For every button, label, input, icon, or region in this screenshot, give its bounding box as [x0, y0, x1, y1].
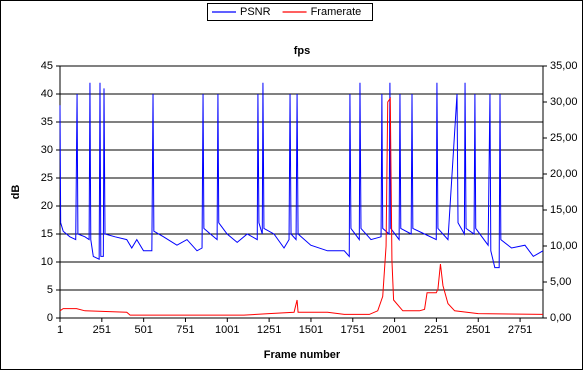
x-axis-label: Frame number — [264, 349, 341, 361]
y-tick-label: 15 — [41, 228, 53, 240]
y-axis-label: dB — [10, 185, 22, 200]
y-tick-label: 5 — [47, 284, 53, 296]
plot-area — [59, 65, 544, 319]
y-tick-label: 20 — [41, 200, 53, 212]
y2-tick-label: 5,00 — [550, 276, 571, 288]
y-tick-label: 30 — [41, 144, 53, 156]
y2-tick-label: 30,00 — [550, 96, 578, 108]
y-tick-label: 0 — [47, 312, 53, 324]
legend-label: Framerate — [311, 6, 362, 18]
y2-tick-label: 25,00 — [550, 132, 578, 144]
y-tick-label: 35 — [41, 116, 53, 128]
x-tick-label: 2001 — [382, 324, 406, 336]
x-tick-label: 251 — [93, 324, 111, 336]
x-tick-label: 1251 — [257, 324, 281, 336]
y-tick-label: 40 — [41, 88, 53, 100]
x-tick-label: 1501 — [299, 324, 323, 336]
y-tick-label: 10 — [41, 256, 53, 268]
y-tick-label: 25 — [41, 172, 53, 184]
x-tick-label: 501 — [134, 324, 152, 336]
x-tick-label: 2501 — [466, 324, 490, 336]
y-tick-label: 45 — [41, 60, 53, 72]
y2-tick-label: 15,00 — [550, 204, 578, 216]
y2-tick-label: 20,00 — [550, 168, 578, 180]
x-tick-label: 2751 — [508, 324, 532, 336]
x-tick-label: 2251 — [424, 324, 448, 336]
x-tick-label: 751 — [176, 324, 194, 336]
legend-label: PSNR — [240, 6, 271, 18]
chart-title: fps — [294, 45, 311, 57]
y2-tick-label: 0,00 — [550, 312, 571, 324]
y2-tick-label: 10,00 — [550, 240, 578, 252]
series-line — [59, 82, 544, 269]
x-tick-label: 1751 — [341, 324, 365, 336]
x-tick-label: 1001 — [215, 324, 239, 336]
series-line — [59, 96, 544, 316]
y2-tick-label: 35,00 — [550, 60, 578, 72]
x-tick-label: 1 — [57, 324, 63, 336]
